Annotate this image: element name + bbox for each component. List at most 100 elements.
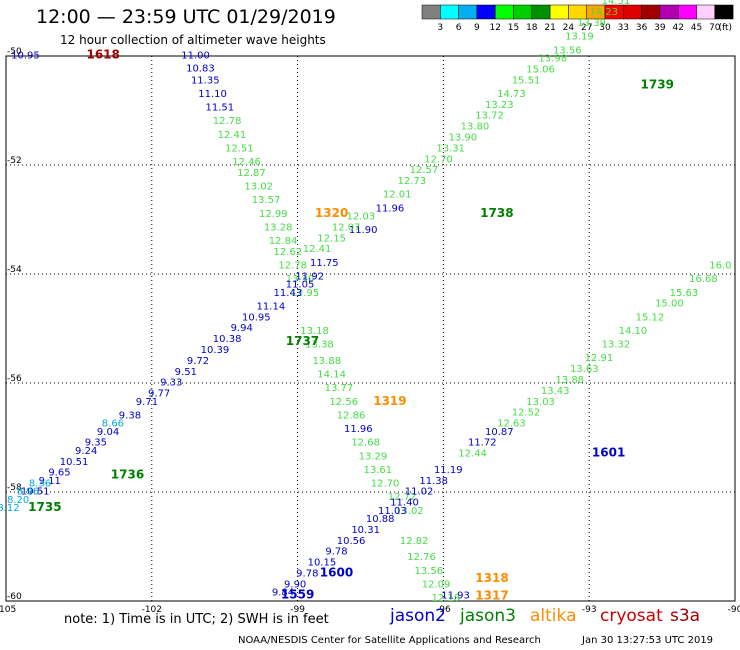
colorbar-tick-label: 21	[544, 23, 555, 33]
lat-tick-label: -60	[7, 592, 22, 602]
wave-height-value: 12.52	[512, 408, 541, 419]
wave-height-value: 8.66	[102, 419, 124, 430]
legend-jason3: jason3	[460, 606, 516, 626]
wave-height-value: 10.87	[485, 427, 514, 438]
pass-time-label: 1738	[480, 206, 513, 220]
wave-height-value: 13.57	[252, 195, 281, 206]
colorbar-tick-label: 27	[581, 23, 592, 33]
wave-height-value: 10.38	[213, 334, 242, 345]
wave-height-value: 12.82	[400, 536, 429, 547]
wave-height-value: 12.70	[371, 479, 400, 490]
wave-height-value: 8.36	[29, 479, 51, 490]
wave-height-value: 12.15	[317, 233, 346, 244]
wave-height-value: 15.63	[670, 288, 699, 299]
wave-height-value: 15.12	[636, 312, 665, 323]
wave-height-value: 8.96	[17, 487, 39, 498]
wave-height-value: 9.77	[148, 389, 170, 400]
map-frame	[5, 55, 736, 602]
wave-height-value: 11.05	[286, 280, 315, 291]
wave-height-value: 12.46	[232, 157, 261, 168]
pass-time-label: 1320	[315, 206, 348, 220]
wave-height-value: 12.51	[225, 143, 254, 154]
wave-height-value: 13.18	[300, 326, 329, 337]
footer-credit: NOAA/NESDIS Center for Satellite Applica…	[238, 635, 541, 646]
pass-time-label: 1736	[111, 467, 144, 481]
wave-height-value: 10.95	[11, 51, 40, 62]
wave-height-value: 10.51	[21, 487, 50, 498]
pass-time-label: 1737	[286, 334, 319, 348]
pass-time-label: 1317	[475, 588, 508, 602]
pass-time-label: 1735	[28, 500, 61, 514]
wave-height-value: 9.38	[119, 410, 141, 421]
wave-height-value: 9.51	[175, 367, 197, 378]
wave-height-value: 12.09	[422, 579, 451, 590]
wave-height-value: 12.18	[432, 593, 461, 604]
wave-height-value: 13.43	[541, 386, 570, 397]
wave-height-value: 12.70	[424, 154, 453, 165]
wave-height-value: 9.65	[48, 468, 70, 479]
wave-height-value: 9.24	[75, 446, 97, 457]
wave-height-value: 12.01	[383, 190, 412, 201]
pass-time-label: 1559	[281, 587, 314, 601]
lon-tick-label: -96	[436, 605, 451, 615]
colorbar-tick-label: 24	[563, 23, 575, 33]
wave-height-value: 13.38	[305, 340, 334, 351]
lat-tick-label: -58	[7, 483, 22, 493]
wave-height-value: 11.96	[376, 203, 405, 214]
wave-height-value: 10.88	[366, 514, 395, 525]
wave-height-value: 9.33	[160, 378, 182, 389]
wave-height-value: 13.31	[436, 143, 465, 154]
wave-height-value: 10.31	[351, 525, 380, 536]
wave-height-value: 12.63	[497, 419, 526, 430]
lat-tick-label: -54	[7, 265, 22, 275]
wave-height-value: 9.11	[39, 476, 61, 487]
colorbar-legend: 3 6 9 12 15 18 21 24 27 30 33 36 39 42 45 70(ft)	[421, 4, 734, 33]
wave-height-value: 9.72	[187, 356, 209, 367]
wave-height-value: 16.0	[709, 261, 731, 272]
wave-height-value: 13.80	[461, 122, 490, 133]
wave-height-value: 9.90	[284, 579, 306, 590]
wave-height-value: 14.23	[589, 7, 618, 18]
wave-height-value: 12.41	[303, 244, 332, 255]
wave-height-value: 8.20	[7, 495, 29, 506]
wave-height-value: 12.73	[397, 176, 426, 187]
legend-jason2: jason2	[390, 606, 446, 626]
wave-height-value: 10.83	[186, 63, 215, 74]
pass-time-label: 1318	[475, 571, 508, 585]
lon-tick-label: -93	[582, 605, 597, 615]
wave-height-value: 11.10	[198, 89, 227, 100]
wave-height-value: 12.03	[346, 212, 375, 223]
wave-height-value: 10.56	[337, 536, 366, 547]
wave-height-value: 13.72	[475, 111, 504, 122]
colorbar-tick-label: 70	[709, 23, 721, 33]
wave-height-value: 13.23	[485, 100, 514, 111]
wave-height-value: 11.19	[434, 465, 463, 476]
wave-height-value: 9.78	[296, 568, 318, 579]
colorbar-tick-label: 36	[636, 23, 648, 33]
pass-time-label: 1739	[641, 78, 674, 92]
wave-height-value: 9.94	[231, 323, 253, 334]
wave-height-value: 12.95	[291, 288, 320, 299]
wave-height-value: 13.98	[538, 53, 567, 64]
wave-height-value: 9.04	[97, 427, 119, 438]
wave-height-value: 12.07	[332, 222, 361, 233]
wave-height-value: 11.43	[274, 288, 303, 299]
lon-tick-label: -105	[0, 605, 16, 615]
colorbar-tick-label: 3	[437, 23, 443, 33]
wave-height-value: 9.71	[136, 397, 158, 408]
colorbar-tick-label: 42	[672, 23, 683, 33]
wave-height-value: 14.14	[317, 370, 346, 381]
wave-height-value: 12.84	[269, 236, 298, 247]
wave-height-value: 11.96	[344, 424, 373, 435]
wave-height-value: 13.28	[264, 222, 293, 233]
wave-height-value: 9.35	[85, 438, 107, 449]
colorbar-tick-label: 15	[508, 23, 519, 33]
wave-height-value: 13.90	[449, 132, 478, 143]
footer-timestamp: Jan 30 13:27:53 UTC 2019	[582, 635, 714, 646]
wave-height-value: 10.51	[60, 457, 89, 468]
page-subtitle: 12 hour collection of altimeter wave hei…	[60, 33, 326, 47]
colorbar-unit: (ft)	[718, 23, 732, 33]
legend-altika: altika	[530, 606, 577, 626]
wave-height-value: 15.06	[526, 64, 555, 75]
wave-height-value: 13.39	[577, 18, 606, 29]
